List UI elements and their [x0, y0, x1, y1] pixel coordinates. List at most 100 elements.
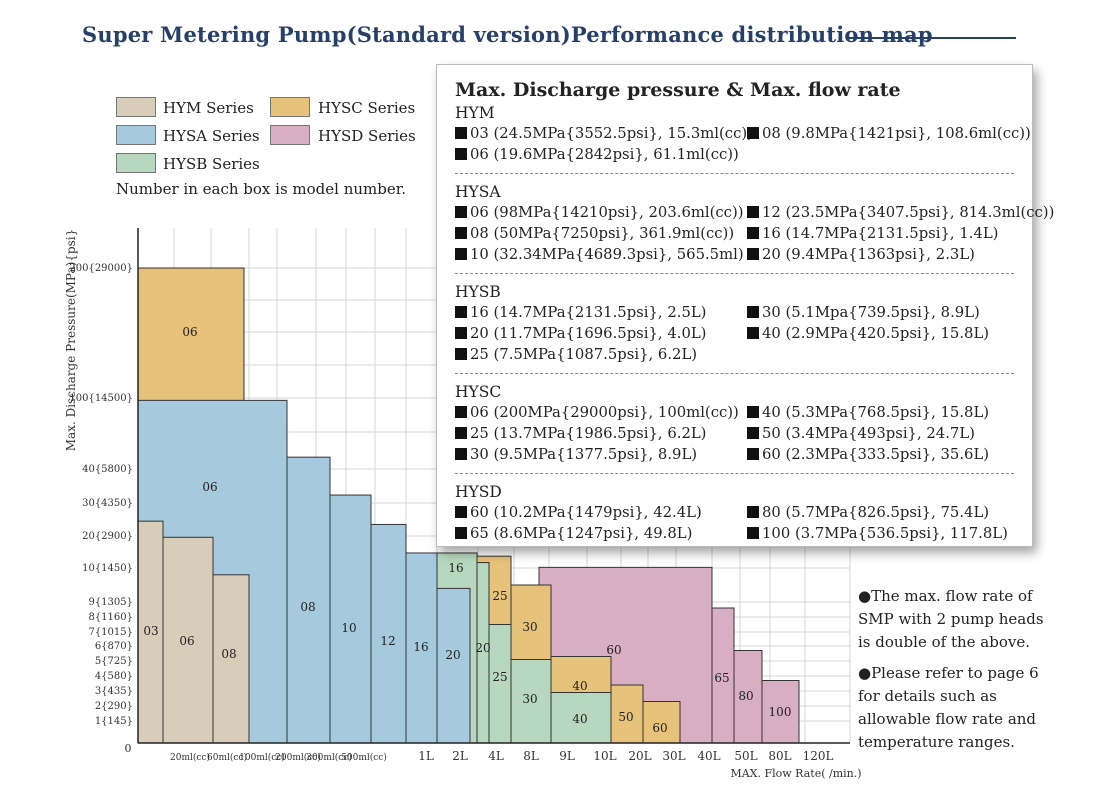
spec-text: 16 (14.7MPa{2131.5psi}, 2.5L) [470, 304, 707, 321]
square-bullet-icon [455, 227, 467, 239]
x-tick-label: 120L [803, 749, 834, 763]
spec-text: 100 (3.7MPa{536.5psi}, 117.8L) [762, 525, 1008, 542]
x-axis-title: MAX. Flow Rate( /min.) [730, 767, 861, 780]
x-tick-label: 200ml(cc) [275, 752, 321, 763]
legend-label-hysa: HYSA Series [163, 127, 260, 145]
box-label: 50 [618, 710, 633, 724]
y-tick-label: 30{4350} [82, 498, 133, 509]
square-bullet-icon [455, 527, 467, 539]
spec-text: 50 (3.4MPa{493psi}, 24.7L) [762, 425, 975, 442]
box-label: 100 [769, 705, 792, 719]
square-bullet-icon [455, 448, 467, 460]
y-axis-title: Max. Discharge Pressure(MPa){psi} [64, 229, 78, 451]
section-separator [455, 273, 1014, 274]
x-tick-label: 2L [452, 749, 468, 763]
spec-item: 08 (50MPa{7250psi}, 361.9ml(cc)) [455, 223, 747, 244]
square-bullet-icon [455, 306, 467, 318]
x-tick-label: 40L [697, 749, 720, 763]
square-bullet-icon [455, 248, 467, 260]
box-hysb-30 [510, 659, 552, 744]
box-hysc-60 [642, 701, 681, 744]
spec-text: 40 (2.9MPa{420.5psi}, 15.8L) [762, 325, 990, 342]
spec-text: 30 (9.5MPa{1377.5psi}, 8.9L) [470, 446, 698, 463]
spec-text: 20 (9.4MPa{1363psi}, 2.3L) [762, 246, 975, 263]
square-bullet-icon [747, 527, 759, 539]
square-bullet-icon [455, 506, 467, 518]
spec-item: 65 (8.6MPa{1247psi}, 49.8L) [455, 523, 747, 544]
box-label: 25 [492, 670, 507, 684]
axis-labels: 1{145} 2{290} 3{435} 4{580} 5{725} 6{870} 7{10… [64, 229, 862, 780]
legend-label-hysd: HYSD Series [318, 127, 416, 145]
spec-item: 16 (14.7MPa{2131.5psi}, 1.4L) [747, 223, 1047, 244]
spec-item: 60 (2.3MPa{333.5psi}, 35.6L) [747, 444, 1047, 465]
square-bullet-icon [455, 348, 467, 360]
square-bullet-icon [747, 506, 759, 518]
legend-swatch-hysd [270, 125, 310, 145]
y-tick-label: 20{2900} [82, 531, 133, 542]
section-separator [455, 173, 1014, 174]
spec-item: 03 (24.5MPa{3552.5psi}, 15.3ml(cc)) [455, 123, 753, 144]
x-tick-label: 4L [488, 749, 504, 763]
spec-item: 80 (5.7MPa{826.5psi}, 75.4L) [747, 502, 1047, 523]
box-label: 40 [572, 679, 587, 693]
box-label: 08 [300, 600, 315, 614]
x-tick-label: 80L [768, 749, 791, 763]
x-tick-label: 50L [734, 749, 757, 763]
box-label: 20 [445, 648, 460, 662]
square-bullet-icon [747, 227, 759, 239]
box-hysa-10 [329, 494, 372, 744]
box-label: 30 [522, 692, 537, 706]
legend-label-hysc: HYSC Series [318, 99, 416, 117]
spec-item: 40 (2.9MPa{420.5psi}, 15.8L) [747, 323, 1047, 344]
box-label: 20 [475, 641, 490, 655]
section-separator [455, 473, 1014, 474]
spec-panel-body: HYM 03 (24.5MPa{3552.5psi}, 15.3ml(cc)) 08… [455, 103, 1054, 544]
x-tick-label: 60ml(cc) [207, 752, 247, 763]
page-title: Super Metering Pump(Standard version)Per… [82, 22, 933, 47]
box-label: 80 [738, 689, 753, 703]
x-tick-label: 20ml(cc) [170, 752, 210, 763]
x-tick-label: 1L [418, 749, 434, 763]
spec-item: 12 (23.5MPa{3407.5psi}, 814.3ml(cc)) [747, 202, 1054, 223]
spec-grid: 60 (10.2MPa{1479psi}, 42.4L) 80 (5.7MPa{8… [455, 502, 1014, 544]
box-label: 40 [572, 712, 587, 726]
x-tick-label: 10L [593, 749, 616, 763]
box-label: 25 [492, 589, 507, 603]
spec-item: 40 (5.3MPa{768.5psi}, 15.8L) [747, 402, 1047, 423]
square-bullet-icon [455, 327, 467, 339]
spec-item: 08 (9.8MPa{1421psi}, 108.6ml(cc)) [747, 123, 1047, 144]
spec-text: 08 (9.8MPa{1421psi}, 108.6ml(cc)) [762, 125, 1031, 142]
square-bullet-icon [747, 206, 759, 218]
axes [137, 228, 850, 744]
legend-swatch-hysc [270, 97, 310, 117]
spec-item: 30 (5.1Mpa{739.5psi}, 8.9L) [747, 302, 1047, 323]
square-bullet-icon [747, 327, 759, 339]
box-label: 08 [221, 647, 236, 661]
square-bullet-icon [455, 427, 467, 439]
box-label: 60 [652, 721, 667, 735]
section-title-hym: HYM [455, 104, 495, 122]
title-rule [846, 37, 1016, 39]
box-label: 06 [182, 325, 197, 339]
spec-item: 20 (9.4MPa{1363psi}, 2.3L) [747, 244, 1047, 265]
spec-item: 50 (3.4MPa{493psi}, 24.7L) [747, 423, 1047, 444]
box-label: 12 [380, 634, 395, 648]
spec-grid: 06 (98MPa{14210psi}, 203.6ml(cc)) 12 (23.… [455, 202, 1054, 265]
spec-text: 16 (14.7MPa{2131.5psi}, 1.4L) [762, 225, 999, 242]
spec-item: 10 (32.34MPa{4689.3psi}, 565.5ml) [455, 244, 747, 265]
box-hym-06 [162, 536, 214, 744]
square-bullet-icon [747, 427, 759, 439]
spec-text: 20 (11.7MPa{1696.5psi}, 4.0L) [470, 325, 707, 342]
y-tick-label: 1{145} [95, 716, 133, 727]
spec-text: 65 (8.6MPa{1247psi}, 49.8L) [470, 525, 693, 542]
x-tick-label: 20L [628, 749, 651, 763]
box-label: 10 [341, 621, 356, 635]
spec-panel-title: Max. Discharge pressure & Max. flow rate [455, 79, 901, 101]
box-label: 60 [606, 643, 621, 657]
spec-item: 60 (10.2MPa{1479psi}, 42.4L) [455, 502, 747, 523]
x-tick-label: 100ml(cc) [239, 752, 285, 763]
legend-swatch-hym [116, 97, 156, 117]
x-tick-label: 500ml(cc) [341, 752, 387, 763]
section-title-hysa: HYSA [455, 183, 501, 201]
